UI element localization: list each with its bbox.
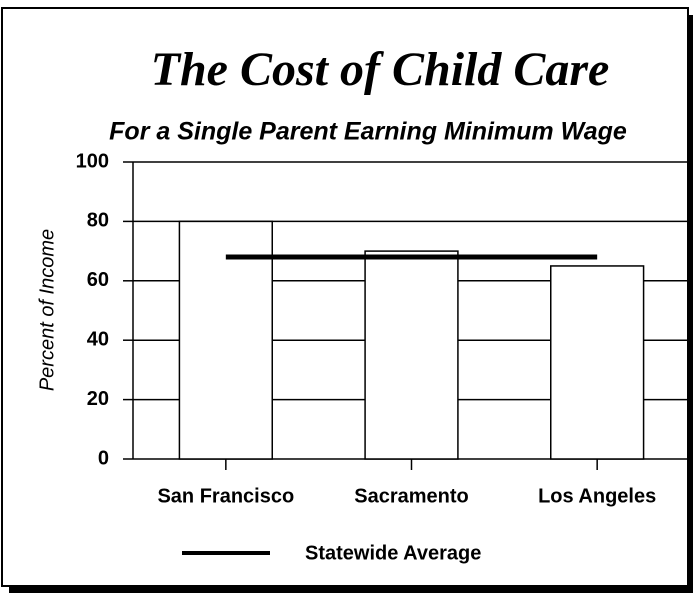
chart-title: The Cost of Child Care xyxy=(151,43,610,96)
legend-label: Statewide Average xyxy=(305,542,481,564)
y-tick-label: 100 xyxy=(76,150,109,172)
y-tick-label: 20 xyxy=(87,388,109,410)
x-tick-label: Los Angeles xyxy=(538,485,656,507)
y-tick-label: 0 xyxy=(98,447,109,469)
y-tick-label: 60 xyxy=(87,269,109,291)
bar xyxy=(550,265,645,460)
y-tick-label: 80 xyxy=(87,210,109,232)
bar xyxy=(364,250,459,460)
bar xyxy=(178,220,274,460)
chart-subtitle: For a Single Parent Earning Minimum Wage xyxy=(109,118,627,146)
y-tick-label: 40 xyxy=(87,328,109,350)
x-tick-label: San Francisco xyxy=(157,485,294,507)
x-tick-label: Sacramento xyxy=(354,485,469,507)
y-axis-label: Percent of Income xyxy=(36,229,58,391)
